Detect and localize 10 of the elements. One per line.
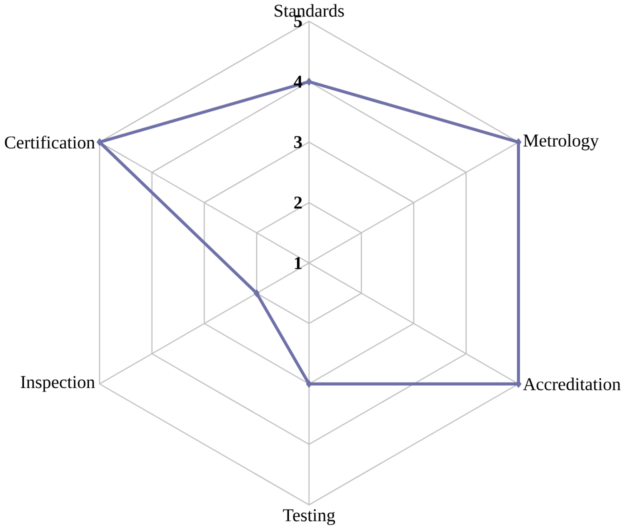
spoke-label: Metrology — [523, 134, 599, 150]
y-tick-label: 5 — [294, 15, 302, 28]
spoke-label: Testing — [282, 509, 336, 525]
spoke-label: Standards — [274, 4, 344, 17]
spoke-label: Inspection — [20, 376, 95, 392]
spoke-label: Accreditation — [523, 378, 621, 390]
y-tick-label: 3 — [294, 136, 302, 148]
spoke-label: Certification — [4, 136, 95, 148]
y-tick-label: 1 — [294, 257, 302, 269]
y-tick-label: 2 — [294, 196, 302, 208]
